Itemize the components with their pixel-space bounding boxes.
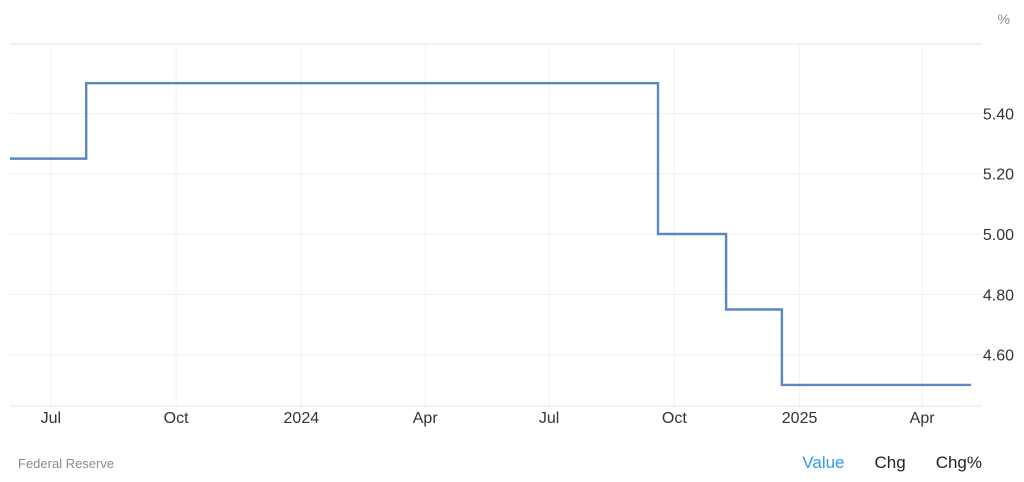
x-tick-label: Oct [662, 410, 687, 427]
y-tick-label: 4.60 [983, 348, 1014, 365]
x-tick-label: Oct [164, 410, 189, 427]
y-tick-label: 4.80 [983, 287, 1014, 304]
x-tick-label: 2025 [782, 410, 818, 427]
x-tick-label: 2024 [284, 410, 320, 427]
tab-chg[interactable]: Chg [874, 453, 906, 472]
series-line [10, 82, 972, 387]
y-tick-label: 5.00 [983, 227, 1014, 244]
tab-value[interactable]: Value [802, 453, 845, 472]
y-tick-label: 5.20 [983, 167, 1014, 184]
source-label: Federal Reserve [18, 456, 115, 471]
tab-chg-percent[interactable]: Chg% [935, 453, 982, 472]
mode-tabs: Value Chg Chg% [802, 453, 982, 473]
x-tick-label: Jul [41, 410, 61, 427]
x-tick-label: Jul [539, 410, 559, 427]
x-tick-label: Apr [910, 410, 936, 427]
chart: 4.60 4.80 5.00 5.20 5.40 Jul Oct 2024 Apr Jul Oct 2… [10, 11, 1014, 427]
y-unit-label: % [998, 11, 1010, 27]
y-tick-label: 5.40 [983, 106, 1014, 123]
x-tick-label: Apr [413, 410, 439, 427]
